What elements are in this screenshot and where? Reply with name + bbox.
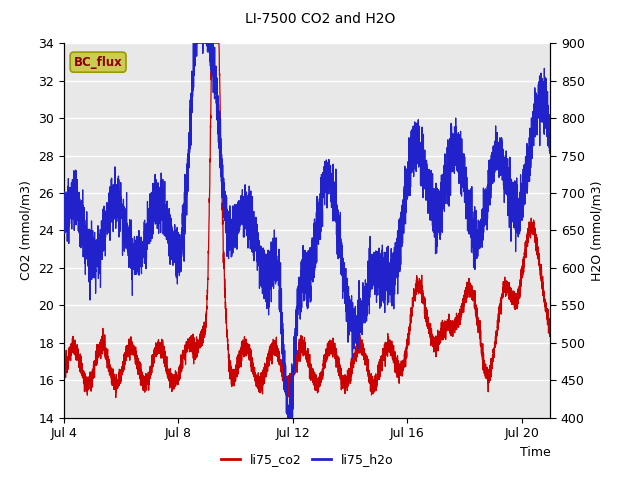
Y-axis label: CO2 (mmol/m3): CO2 (mmol/m3)	[20, 180, 33, 280]
Text: LI-7500 CO2 and H2O: LI-7500 CO2 and H2O	[245, 12, 395, 26]
Text: BC_flux: BC_flux	[74, 56, 122, 69]
X-axis label: Time: Time	[520, 446, 550, 459]
Legend: li75_co2, li75_h2o: li75_co2, li75_h2o	[216, 448, 398, 471]
Y-axis label: H2O (mmol/m3): H2O (mmol/m3)	[590, 180, 604, 281]
